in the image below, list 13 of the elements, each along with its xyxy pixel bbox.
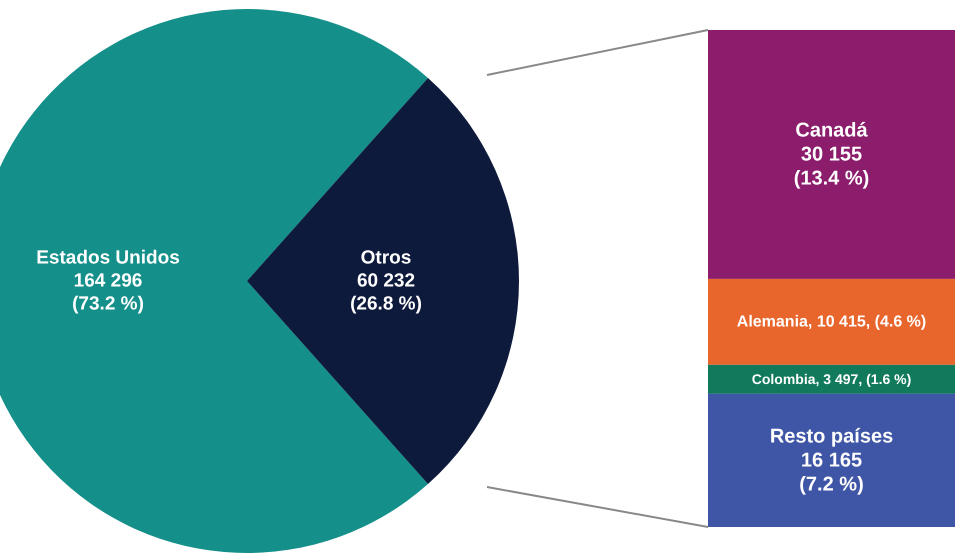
series-label: Canadá <box>795 119 868 142</box>
bar <box>708 30 955 279</box>
data-label: 16 165 (7.2 %) <box>799 449 864 496</box>
text: Alemania, 10 415, (4.6 %) <box>736 313 926 330</box>
data-label: 164 296 (73.2 %) <box>72 270 144 314</box>
data-label: 30 155 (13.4 %) <box>794 143 870 190</box>
bar <box>708 394 955 527</box>
text: Colombia, 3 497, (1.6 %) <box>752 371 912 388</box>
data-label: 60 232 (26.8 %) <box>350 270 422 314</box>
slice-label: Estados Unidos <box>36 248 180 268</box>
bar <box>708 278 955 365</box>
series-label: Resto países <box>770 425 894 448</box>
slice-label: Otros <box>360 248 412 268</box>
